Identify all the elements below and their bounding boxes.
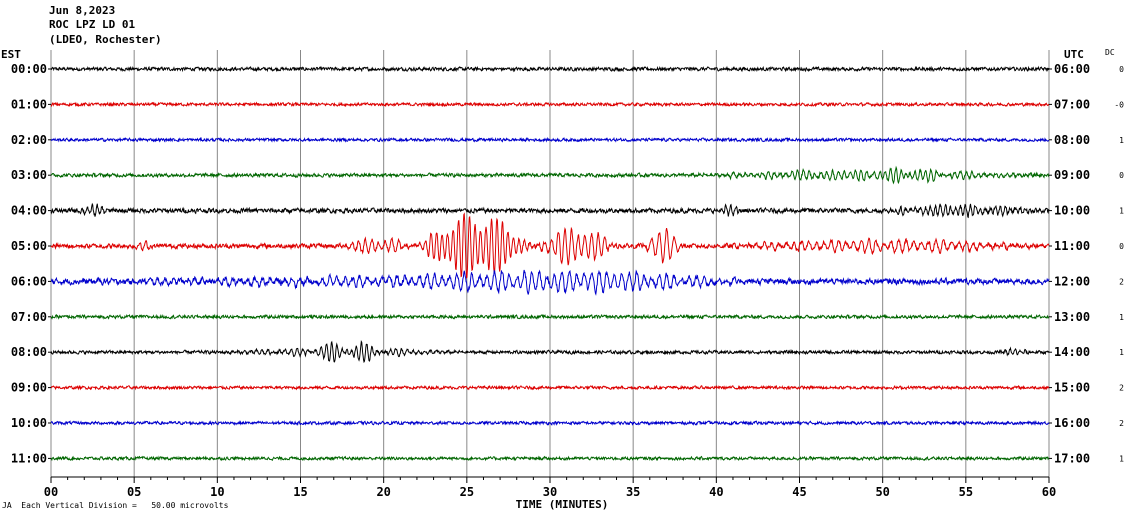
station-code: ROC LPZ LD 01 — [49, 18, 136, 31]
x-tick-label: 10 — [210, 485, 224, 499]
utc-hour-label: 12:00 — [1054, 274, 1090, 288]
est-label: EST — [1, 48, 21, 61]
utc-hour-label: 07:00 — [1054, 97, 1090, 111]
est-hour-label: 02:00 — [11, 133, 47, 147]
utc-hour-label: 08:00 — [1054, 133, 1090, 147]
trace-row-0700 — [50, 313, 1050, 320]
x-axis: 00 05 10 15 20 25 30 35 40 45 50 55 60 TIME (MINUTES) — [44, 485, 1056, 511]
x-tick-label: 05 — [127, 485, 141, 499]
utc-hour-label: 13:00 — [1054, 310, 1090, 324]
x-tick-label: 20 — [376, 485, 390, 499]
est-hour-label: 09:00 — [11, 381, 47, 395]
est-hour-label: 05:00 — [11, 239, 47, 253]
est-hour-label: 01:00 — [11, 97, 47, 111]
row-labels: 00:00 06:00 0 01:00 07:00 -0 02:00 08:00 1 03:00 0… — [11, 62, 1124, 465]
utc-hour-label: 11:00 — [1054, 239, 1090, 253]
x-axis-title: TIME (MINUTES) — [516, 498, 609, 511]
est-hour-label: 07:00 — [11, 310, 47, 324]
trace-row-0300 — [50, 165, 1050, 185]
est-hour-label: 06:00 — [11, 274, 47, 288]
dc-offset-value: 2 — [1119, 277, 1124, 286]
trace-row-0500 — [50, 212, 1050, 279]
trace-row-0800 — [50, 339, 1050, 364]
x-tick-label: 25 — [460, 485, 474, 499]
utc-label: UTC — [1064, 48, 1084, 61]
dc-offset-value: 0 — [1119, 242, 1124, 251]
x-tick-label: 35 — [626, 485, 640, 499]
est-hour-label: 03:00 — [11, 168, 47, 182]
dc-offset-value: 2 — [1119, 419, 1124, 428]
dc-offset-value: 1 — [1119, 136, 1124, 145]
utc-hour-label: 06:00 — [1054, 62, 1090, 76]
dc-offset-value: 1 — [1119, 207, 1124, 216]
dc-offset-value: 0 — [1119, 65, 1124, 74]
est-hour-label: 04:00 — [11, 204, 47, 218]
dc-offset-value: 1 — [1119, 313, 1124, 322]
dc-offset-value: 1 — [1119, 454, 1124, 463]
x-tick-label: 55 — [959, 485, 973, 499]
est-hour-label: 08:00 — [11, 345, 47, 359]
x-tick-label: 45 — [792, 485, 806, 499]
trace-row-0200 — [50, 136, 1050, 143]
dc-offset-value: 1 — [1119, 348, 1124, 357]
seismic-traces — [50, 65, 1050, 462]
x-tick-label: 40 — [709, 485, 723, 499]
dc-offset-value: 2 — [1119, 384, 1124, 393]
utc-hour-label: 15:00 — [1054, 381, 1090, 395]
network-name: (LDEO, Rochester) — [49, 33, 162, 46]
trace-row-1100 — [50, 455, 1050, 462]
time-grid — [50, 50, 1050, 483]
x-tick-label: 30 — [543, 485, 557, 499]
utc-hour-label: 17:00 — [1054, 451, 1090, 465]
trace-row-0600 — [50, 269, 1050, 296]
utc-hour-label: 16:00 — [1054, 416, 1090, 430]
est-hour-label: 11:00 — [11, 451, 47, 465]
footnote-marker: JA — [2, 501, 12, 510]
x-tick-label: 15 — [293, 485, 307, 499]
vertical-division-note: JA Each Vertical Division = 50.00 microv… — [2, 501, 228, 510]
est-hour-label: 10:00 — [11, 416, 47, 430]
utc-hour-label: 10:00 — [1054, 204, 1090, 218]
trace-row-1000 — [50, 420, 1050, 426]
footnote-text: Each Vertical Division = 50.00 microvolt… — [21, 501, 229, 510]
x-tick-label: 00 — [44, 485, 58, 499]
est-hour-label: 00:00 — [11, 62, 47, 76]
trace-row-0100 — [50, 101, 1050, 108]
chart-date: Jun 8,2023 — [49, 4, 116, 17]
x-tick-label: 50 — [875, 485, 889, 499]
trace-row-0000 — [50, 65, 1050, 73]
trace-row-0400 — [50, 202, 1050, 219]
trace-row-0900 — [50, 384, 1050, 391]
dc-label: DC — [1105, 48, 1115, 57]
x-tick-label: 60 — [1042, 485, 1056, 499]
dc-offset-value: 0 — [1119, 171, 1124, 180]
utc-hour-label: 09:00 — [1054, 168, 1090, 182]
utc-hour-label: 14:00 — [1054, 345, 1090, 359]
dc-offset-value: -0 — [1114, 100, 1124, 109]
